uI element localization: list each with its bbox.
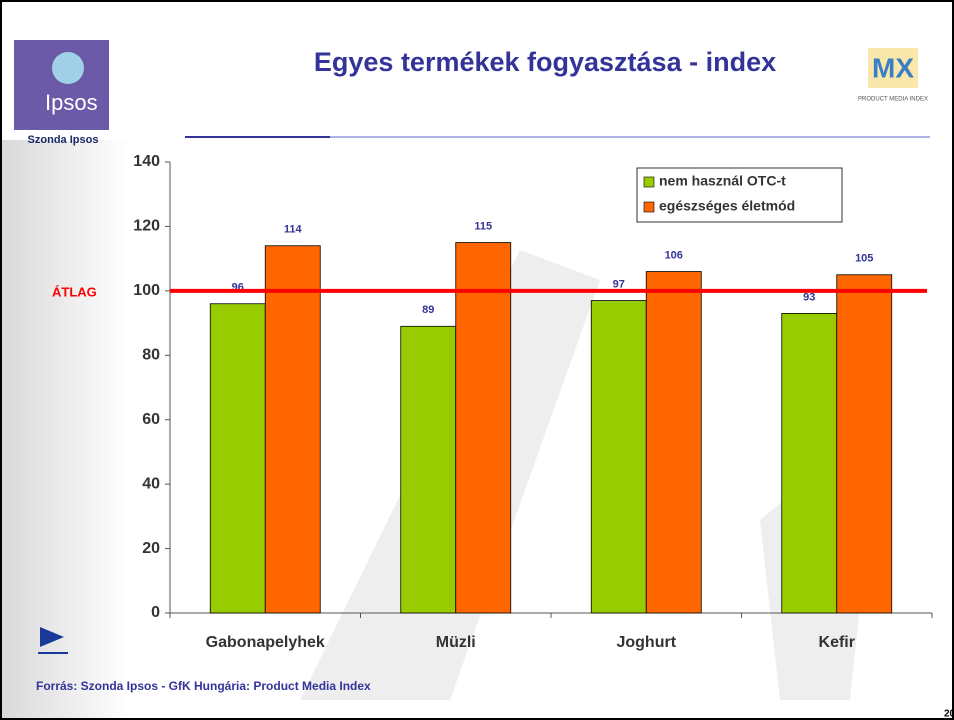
y-tick-label: 0 bbox=[151, 604, 160, 621]
value-label: 105 bbox=[855, 253, 873, 265]
y-tick-label: 120 bbox=[133, 218, 160, 235]
bar bbox=[209, 303, 266, 614]
y-tick-label: 40 bbox=[142, 475, 160, 492]
bar bbox=[264, 245, 321, 614]
legend-box bbox=[636, 167, 843, 223]
y-tick-label: 60 bbox=[142, 411, 160, 428]
mx-logo: MX bbox=[872, 52, 914, 83]
bar bbox=[781, 313, 838, 614]
value-label: 115 bbox=[474, 220, 492, 232]
legend-label: egészséges életmód bbox=[659, 198, 795, 214]
mx-logo-bg bbox=[868, 48, 918, 88]
ipsos-logo-text: Ipsos bbox=[45, 90, 98, 115]
value-label: 89 bbox=[422, 304, 434, 316]
value-label: 93 bbox=[803, 291, 815, 303]
bar bbox=[400, 325, 457, 614]
legend-swatch bbox=[643, 201, 655, 213]
y-tick-label: 80 bbox=[142, 347, 160, 364]
decor-strip bbox=[0, 140, 130, 720]
source-note: Forrás: Szonda Ipsos - GfK Hungária: Pro… bbox=[36, 679, 371, 693]
mx-caption: PRODUCT MEDIA INDEX bbox=[858, 97, 928, 103]
nav-arrow[interactable] bbox=[40, 627, 64, 647]
value-label: 106 bbox=[665, 249, 683, 261]
bar bbox=[836, 274, 893, 614]
value-label: 114 bbox=[284, 224, 303, 236]
reference-label: ÁTLAG bbox=[52, 284, 97, 299]
x-tick-label: Kefir bbox=[819, 634, 855, 651]
bar bbox=[455, 242, 512, 614]
legend-label: nem használ OTC-t bbox=[659, 173, 786, 189]
x-tick-label: Gabonapelyhek bbox=[206, 634, 325, 651]
bar bbox=[590, 300, 647, 614]
legend-swatch bbox=[643, 176, 655, 188]
y-tick-label: 20 bbox=[142, 540, 160, 557]
y-tick-label: 100 bbox=[133, 282, 160, 299]
chart-title: Egyes termékek fogyasztása - index bbox=[314, 47, 776, 77]
y-tick-label: 140 bbox=[133, 153, 160, 170]
page-number: 20 bbox=[944, 709, 954, 720]
ipsos-logo-figure bbox=[52, 52, 84, 84]
value-label: 97 bbox=[613, 278, 625, 290]
company: Szonda Ipsos bbox=[28, 134, 99, 146]
x-tick-label: Joghurt bbox=[616, 634, 676, 651]
bar bbox=[645, 271, 702, 614]
x-tick-label: Müzli bbox=[436, 634, 476, 651]
